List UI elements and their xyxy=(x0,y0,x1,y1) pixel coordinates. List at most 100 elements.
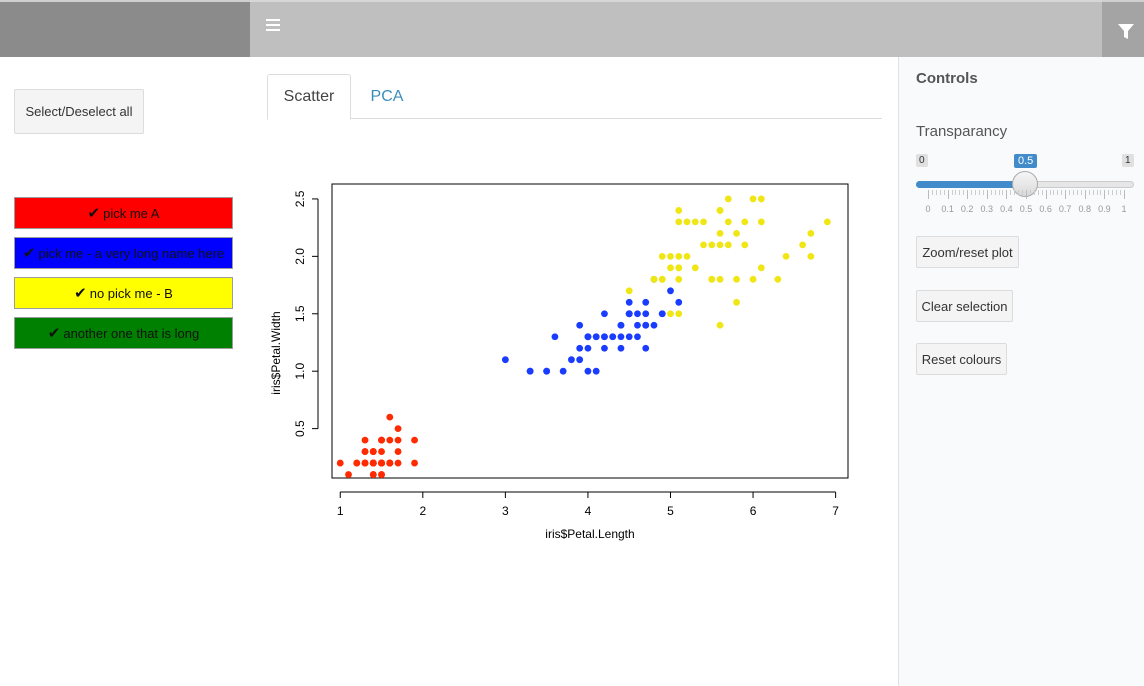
reset-colours-button[interactable]: Reset colours xyxy=(916,343,1007,375)
slider-tick-label: 1 xyxy=(1121,204,1127,214)
data-point-series-2 xyxy=(757,218,765,226)
data-point-series-2 xyxy=(733,275,740,283)
slider-tick xyxy=(986,190,988,199)
data-point-series-1 xyxy=(658,310,666,318)
slider-tick xyxy=(1112,190,1114,195)
data-point-series-2 xyxy=(667,310,674,318)
slider-tick xyxy=(1022,190,1024,195)
y-tick-label: 1.5 xyxy=(293,305,307,322)
slider-handle[interactable] xyxy=(1012,171,1038,197)
data-point-series-1 xyxy=(526,367,534,375)
data-point-series-2 xyxy=(691,264,699,272)
slider-tick xyxy=(931,190,933,195)
data-point-series-1 xyxy=(675,298,683,306)
slider-tick xyxy=(982,190,984,195)
data-point-series-0 xyxy=(361,448,369,455)
data-point-series-0 xyxy=(411,459,418,467)
slider-tick xyxy=(1041,190,1043,195)
x-tick-label: 3 xyxy=(502,504,509,518)
data-point-series-2 xyxy=(716,229,724,237)
tab-scatter[interactable]: Scatter xyxy=(267,74,351,120)
data-point-series-2 xyxy=(749,195,757,203)
zoom-reset-button[interactable]: Zoom/reset plot xyxy=(916,236,1019,268)
data-point-series-2 xyxy=(683,218,691,226)
slider-tick xyxy=(1084,190,1086,199)
data-point-series-1 xyxy=(642,344,650,352)
slider-tick xyxy=(1029,190,1031,195)
pick-button[interactable]: ✔ no pick me - B xyxy=(14,277,233,309)
data-point-series-2 xyxy=(667,264,674,272)
data-point-series-0 xyxy=(369,459,377,467)
slider-tick xyxy=(1092,190,1094,195)
check-icon: ✔ xyxy=(22,245,36,262)
data-point-series-2 xyxy=(799,241,806,249)
data-point-series-1 xyxy=(617,344,625,352)
tab-pca[interactable]: PCA xyxy=(370,87,404,105)
data-point-series-0 xyxy=(353,459,361,467)
pick-label: pick me A xyxy=(103,205,160,221)
slider-tick-label: 0.1 xyxy=(941,204,954,214)
data-point-series-2 xyxy=(716,207,724,214)
data-point-series-0 xyxy=(386,436,394,444)
data-point-series-2 xyxy=(757,264,765,272)
data-point-series-0 xyxy=(386,459,394,467)
data-point-series-1 xyxy=(667,287,674,295)
data-point-series-0 xyxy=(336,459,344,467)
data-point-series-1 xyxy=(551,333,559,341)
data-point-series-1 xyxy=(543,367,551,375)
slider-tick xyxy=(1045,190,1047,199)
y-tick-label: 2.0 xyxy=(293,248,307,265)
slider-fill xyxy=(916,181,1026,188)
slider-tick xyxy=(1065,190,1067,199)
data-point-series-1 xyxy=(634,333,641,341)
clear-selection-button[interactable]: Clear selection xyxy=(916,290,1013,322)
data-point-series-1 xyxy=(501,356,509,364)
slider-tick-label: 0 xyxy=(925,204,931,214)
x-tick-label: 7 xyxy=(832,504,839,518)
pick-button[interactable]: ✔ pick me - a very long name here xyxy=(14,237,233,269)
pick-button[interactable]: ✔ pick me A xyxy=(14,197,233,229)
data-point-series-2 xyxy=(708,275,716,283)
slider-tick xyxy=(1049,190,1051,195)
slider-tick xyxy=(1096,190,1098,195)
scatter-plot[interactable]: 1 2 3 4 5 6 7 0.5 1.0 1.5 2.0 2.5 iris$Petal.Length i… xyxy=(268,170,868,555)
pick-label: pick me - a very long name here xyxy=(38,245,225,261)
slider-tick-label: 0.7 xyxy=(1058,204,1072,214)
data-point-series-2 xyxy=(741,218,749,226)
data-point-series-2 xyxy=(658,252,666,260)
slider-max-label: 1 xyxy=(1122,154,1134,167)
slider-tick xyxy=(1088,190,1090,195)
data-point-series-1 xyxy=(617,321,625,329)
slider-tick-label: 0.8 xyxy=(1078,204,1092,214)
slider-tick xyxy=(975,190,977,195)
data-point-series-2 xyxy=(774,275,782,283)
slider-tick xyxy=(1057,190,1059,195)
data-point-series-1 xyxy=(634,321,641,329)
slider-tick xyxy=(1069,190,1071,195)
data-point-series-0 xyxy=(345,471,352,478)
data-point-series-2 xyxy=(782,252,790,260)
slider-tick-label: 0.5 xyxy=(1019,204,1033,214)
filter-toggle-button[interactable] xyxy=(1102,0,1144,57)
data-point-series-1 xyxy=(650,321,658,329)
data-point-series-0 xyxy=(361,459,369,467)
slider-tick xyxy=(955,190,957,195)
check-icon: ✔ xyxy=(87,205,101,222)
data-point-series-2 xyxy=(675,310,683,318)
hamburger-icon[interactable] xyxy=(266,19,280,37)
slider-tick xyxy=(1080,190,1082,195)
slider-value-label: 0.5 xyxy=(1014,154,1038,168)
filter-icon[interactable] xyxy=(1118,24,1134,40)
pick-button[interactable]: ✔ another one that is long xyxy=(14,317,233,349)
slider-min-label: 0 xyxy=(916,154,928,167)
data-point-series-1 xyxy=(601,344,608,352)
data-point-series-2 xyxy=(716,241,724,249)
data-point-series-2 xyxy=(724,218,732,226)
check-icon: ✔ xyxy=(74,285,87,302)
x-tick-label: 4 xyxy=(585,504,592,518)
slider-tick xyxy=(943,190,945,195)
select-deselect-all-button[interactable]: Select/Deselect all xyxy=(14,89,144,134)
data-point-series-2 xyxy=(625,287,633,295)
data-point-series-2 xyxy=(675,264,683,272)
slider-tick xyxy=(994,190,996,195)
